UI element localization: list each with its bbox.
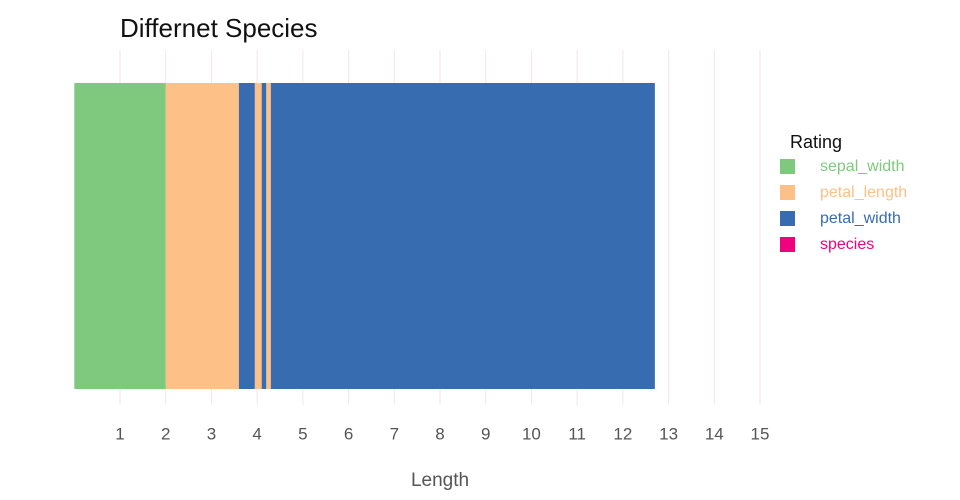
bar-segment	[261, 83, 267, 389]
legend-swatch	[780, 185, 795, 200]
x-tick-label: 6	[344, 424, 353, 443]
x-tick-label: 8	[435, 424, 444, 443]
legend-swatch	[780, 211, 795, 226]
x-tick-label: 2	[161, 424, 170, 443]
x-tick-label: 5	[298, 424, 307, 443]
x-tick-label: 9	[481, 424, 490, 443]
legend-label: petal_length	[820, 184, 907, 201]
bar-segment	[254, 83, 262, 389]
legend-label: petal_width	[820, 210, 901, 227]
x-tick-label: 11	[568, 424, 586, 443]
x-tick-label: 7	[390, 424, 399, 443]
legend-title: Rating	[790, 132, 842, 152]
x-tick-label: 4	[252, 424, 261, 443]
legend-label: sepal_width	[820, 158, 905, 175]
x-tick-label: 13	[659, 424, 678, 443]
legend-swatch	[780, 237, 795, 252]
chart-title: Differnet Species	[120, 13, 318, 43]
x-axis-label: Length	[411, 470, 469, 491]
x-tick-label: 12	[613, 424, 632, 443]
bar-segment	[165, 83, 239, 389]
x-tick-label: 15	[751, 424, 770, 443]
legend-label: species	[820, 236, 874, 253]
bar-segment	[238, 83, 255, 389]
x-tick-label: 3	[207, 424, 216, 443]
x-tick-label: 14	[705, 424, 724, 443]
bar-segment	[266, 83, 271, 389]
x-tick-label: 10	[522, 424, 541, 443]
x-tick-label: 1	[115, 424, 124, 443]
bar-segment	[74, 83, 166, 389]
legend-swatch	[780, 159, 795, 174]
bar-segment	[270, 83, 655, 389]
